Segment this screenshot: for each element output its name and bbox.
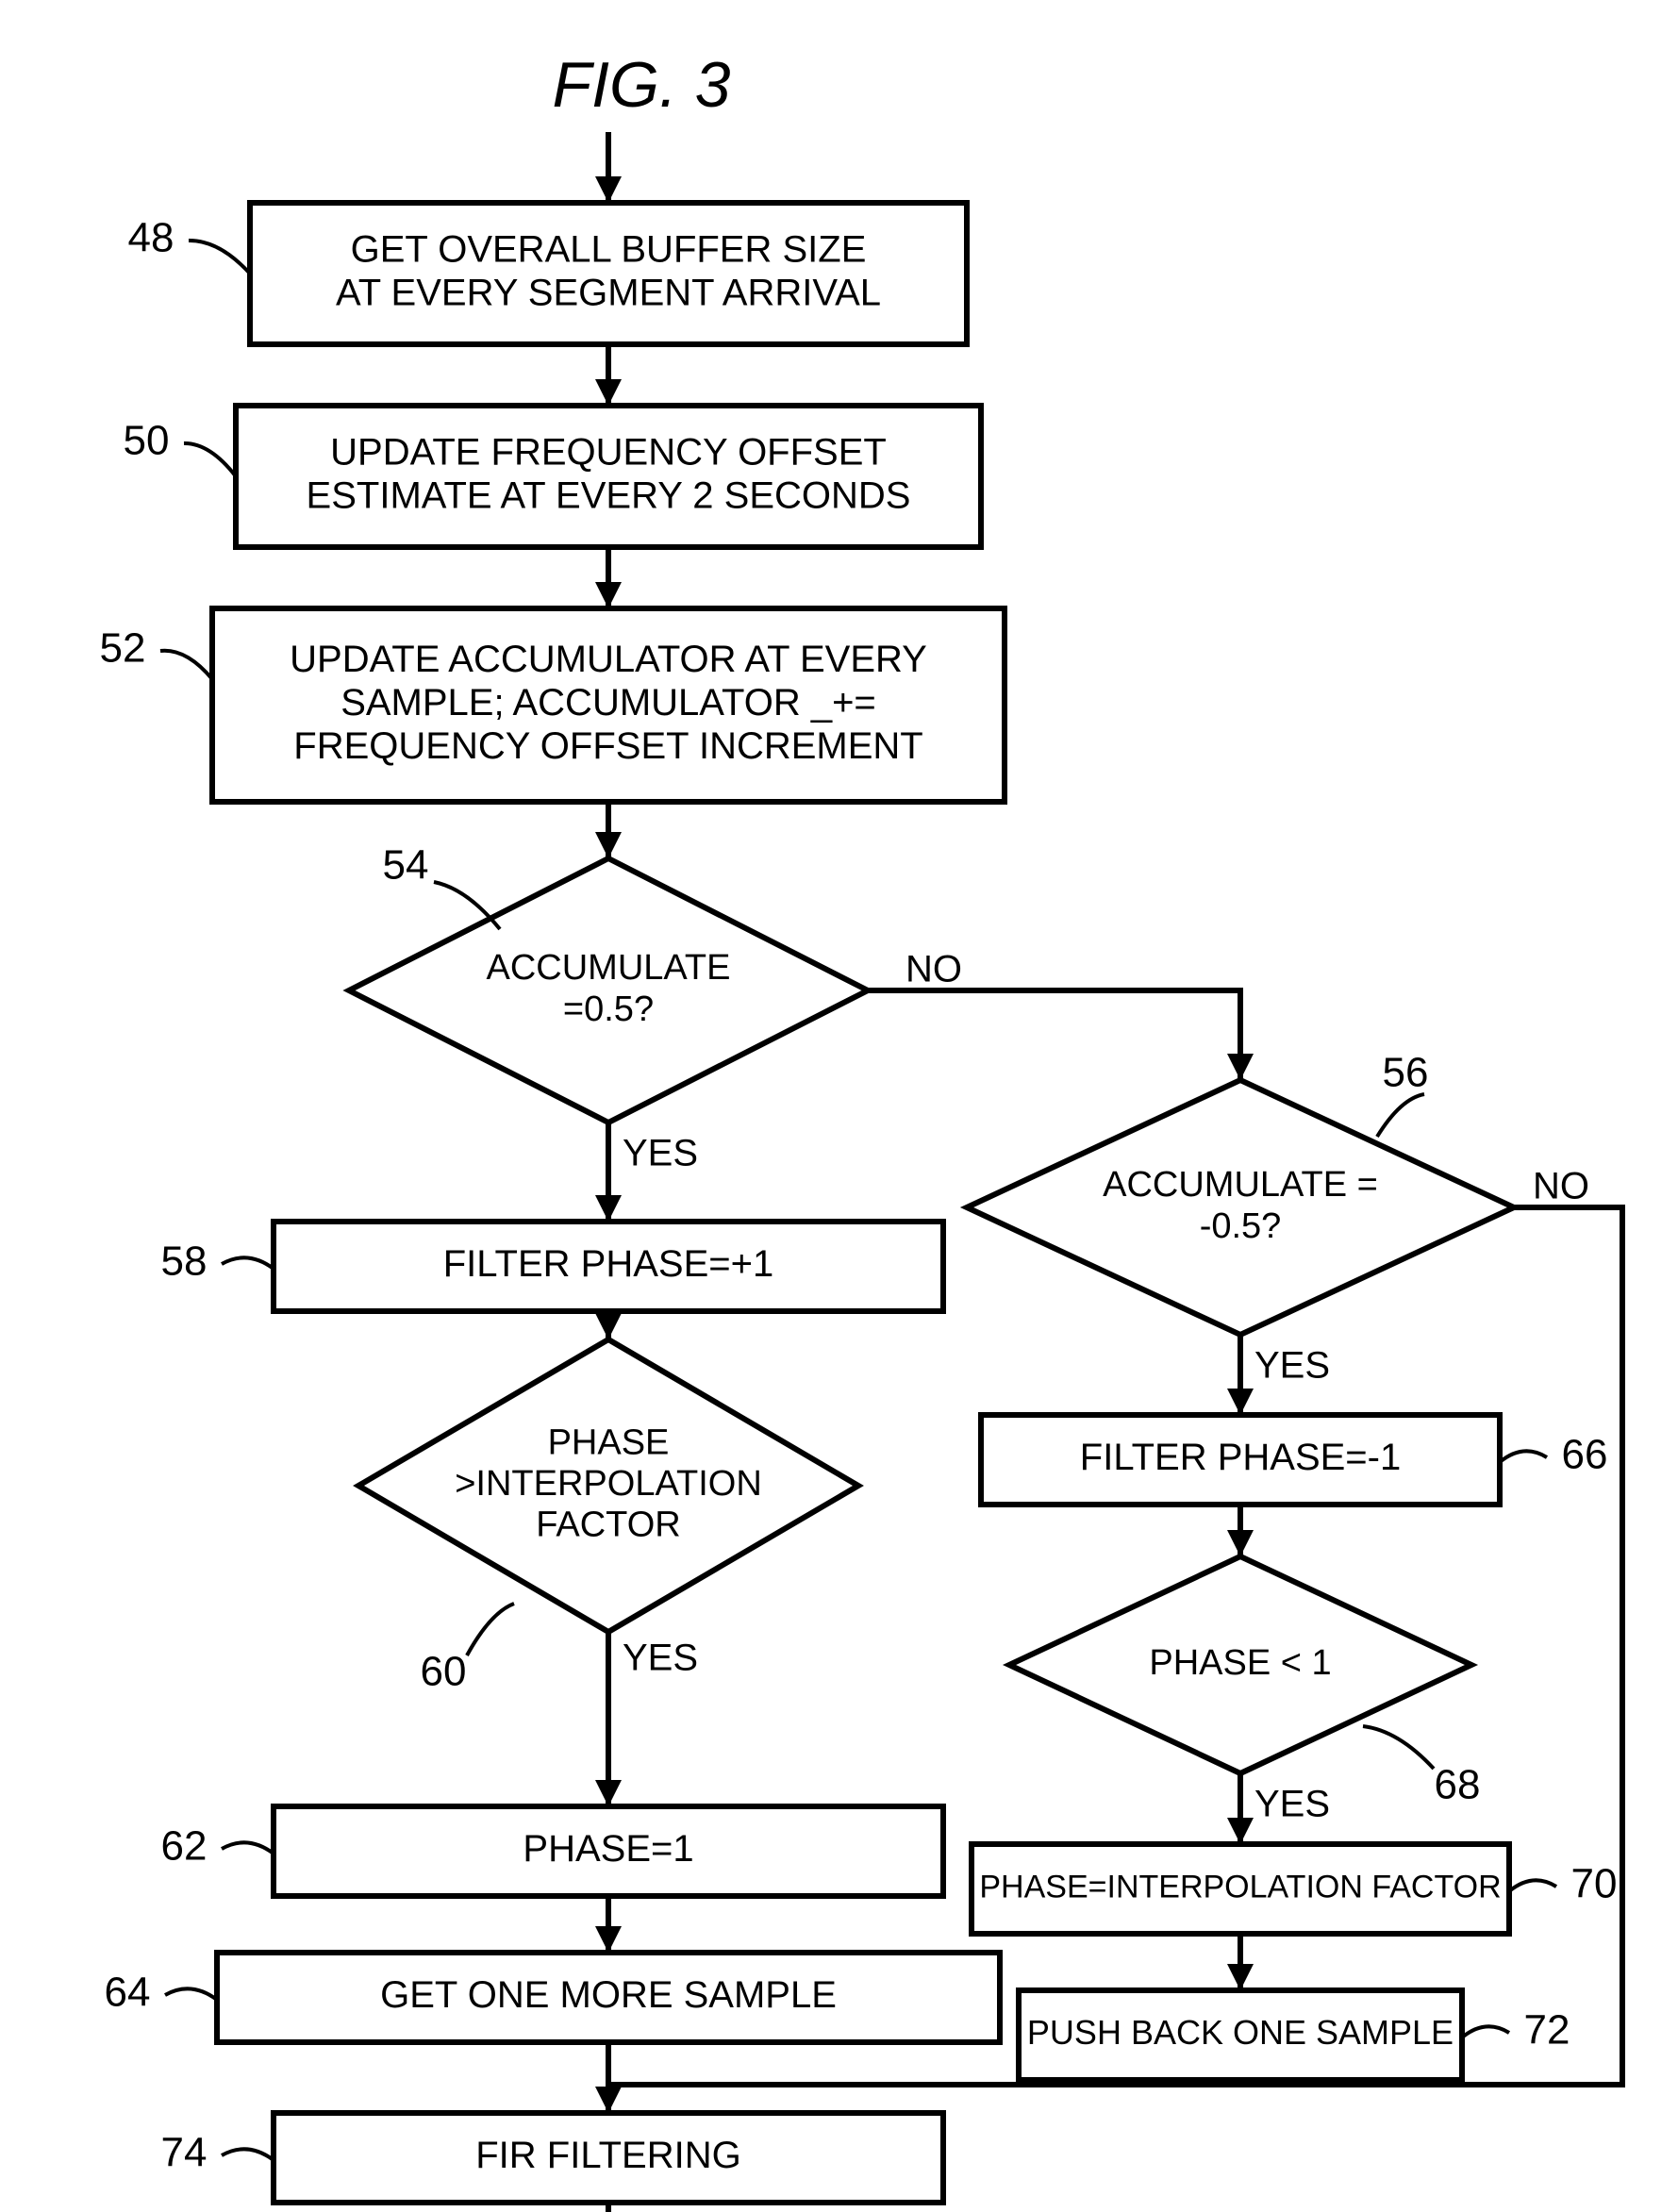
ref-number: 56: [1383, 1050, 1429, 1096]
ref-number: 72: [1524, 2007, 1570, 2054]
node-text: GET OVERALL BUFFER SIZE: [351, 229, 867, 271]
flowchart-canvas: FIG. 3 YES NO YES YES NO YES GET OVERALL BUFFER…: [0, 0, 1678, 2212]
node-text: UPDATE ACCUMULATOR AT EVERY: [290, 639, 927, 680]
node-text: FACTOR: [536, 1505, 680, 1545]
edge-label: YES: [1254, 1784, 1330, 1825]
node-text: SAMPLE; ACCUMULATOR _+=: [341, 682, 876, 723]
node-text: FREQUENCY OFFSET INCREMENT: [293, 725, 922, 767]
node-text: ACCUMULATE: [487, 948, 731, 988]
ref-number: 52: [100, 625, 146, 672]
node-text: >INTERPOLATION: [455, 1464, 762, 1504]
ref-number: 74: [161, 2130, 208, 2176]
ref-number: 54: [383, 842, 429, 889]
node-text: UPDATE FREQUENCY OFFSET: [330, 432, 887, 474]
node-text: AT EVERY SEGMENT ARRIVAL: [336, 273, 881, 314]
node-text: FIR FILTERING: [475, 2135, 740, 2176]
ref-number: 66: [1562, 1432, 1608, 1478]
node-text: ACCUMULATE =: [1103, 1165, 1378, 1205]
edge-label: NO: [1533, 1166, 1589, 1207]
ref-number: 64: [105, 1970, 151, 2016]
edge-label: NO: [905, 949, 962, 990]
flowchart-node: FIR FILTERING 74: [161, 2113, 943, 2203]
ref-number: 68: [1435, 1762, 1481, 1808]
ref-number: 50: [124, 418, 170, 464]
node-text: PHASE=INTERPOLATION FACTOR: [979, 1869, 1501, 1904]
node-text: =0.5?: [563, 990, 654, 1029]
node-text: PHASE=1: [523, 1828, 693, 1870]
ref-number: 60: [421, 1649, 467, 1695]
node-text: PHASE < 1: [1149, 1643, 1331, 1683]
ref-number: 62: [161, 1823, 208, 1870]
flowchart-node: FILTER PHASE=+1 58: [161, 1222, 943, 1311]
node-text: FILTER PHASE=-1: [1080, 1437, 1401, 1478]
flowchart-node: UPDATE FREQUENCY OFFSETESTIMATE AT EVERY…: [124, 406, 981, 547]
node-text: ESTIMATE AT EVERY 2 SECONDS: [307, 475, 911, 517]
flowchart-node: PHASE=1 62: [161, 1806, 943, 1896]
flowchart-node: GET ONE MORE SAMPLE 64: [105, 1953, 1000, 2042]
node-text: GET ONE MORE SAMPLE: [380, 1974, 837, 2016]
ref-number: 58: [161, 1239, 208, 1285]
flowchart-node: UPDATE ACCUMULATOR AT EVERYSAMPLE; ACCUM…: [100, 608, 1005, 802]
ref-number: 70: [1571, 1861, 1618, 1907]
edge-label: YES: [623, 1638, 698, 1679]
node-text: FILTER PHASE=+1: [443, 1243, 774, 1285]
figure-title: FIG. 3: [553, 49, 731, 121]
node-text: PUSH BACK ONE SAMPLE: [1027, 2013, 1454, 2052]
node-text: PHASE: [548, 1422, 670, 1462]
edge-label: YES: [623, 1133, 698, 1174]
edge-label: YES: [1254, 1345, 1330, 1387]
flowchart-node: GET OVERALL BUFFER SIZEAT EVERY SEGMENT …: [128, 203, 967, 344]
node-text: -0.5?: [1200, 1206, 1282, 1246]
ref-number: 48: [128, 215, 174, 261]
